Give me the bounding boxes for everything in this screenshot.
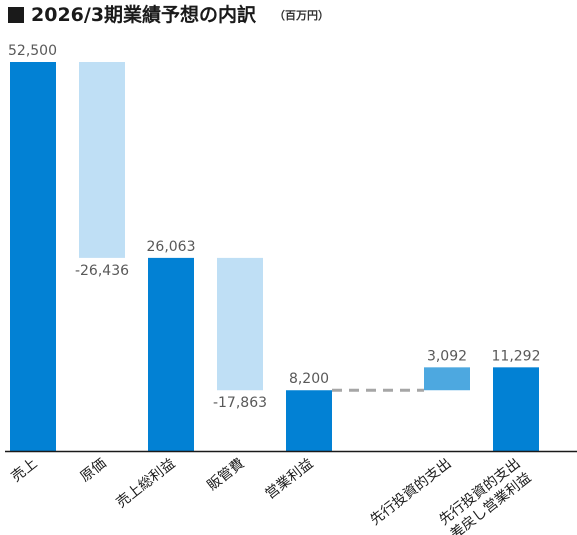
bar-7 (493, 367, 539, 451)
title-square-icon (8, 7, 24, 23)
category-label-2: 原価 (78, 456, 110, 486)
chart-title: 2026/3期業績予想の内訳 （百万円） (8, 2, 329, 28)
data-label-2: -26,436 (75, 263, 129, 279)
data-label-6: 3,092 (427, 348, 467, 364)
category-label-1-line-1: 売上 (9, 456, 41, 486)
category-label-1: 売上 (9, 456, 41, 486)
title-text: 2026/3期業績予想の内訳 (31, 4, 257, 26)
category-label-3-line-1: 売上総利益 (113, 456, 178, 512)
category-label-4: 販管費 (205, 456, 248, 494)
data-label-5: 8,200 (289, 371, 329, 387)
bar-3 (148, 257, 194, 451)
data-label-7: 11,292 (492, 348, 541, 364)
category-label-2-line-1: 原価 (78, 456, 110, 486)
bar-5 (286, 390, 332, 451)
bar-4 (217, 257, 263, 391)
category-label-4-line-1: 販管費 (205, 456, 248, 494)
category-label-3: 売上総利益 (113, 456, 178, 512)
bar-1 (10, 62, 56, 451)
data-label-4: -17,863 (213, 395, 267, 411)
bar-2 (79, 62, 125, 258)
category-label-5-line-1: 営業利益 (262, 456, 316, 503)
data-label-3: 26,063 (147, 239, 196, 255)
category-label-5: 営業利益 (262, 456, 316, 503)
data-label-1: 52,500 (8, 43, 57, 59)
unit-label: （百万円） (274, 9, 330, 22)
bar-6 (424, 367, 470, 391)
